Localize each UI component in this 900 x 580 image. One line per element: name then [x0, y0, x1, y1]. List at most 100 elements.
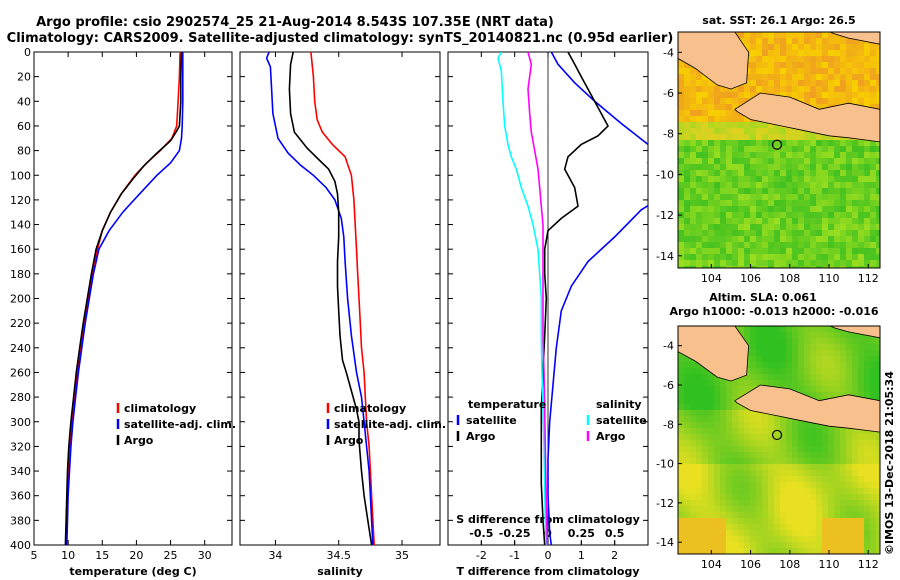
- sst_map-cell: [756, 182, 762, 188]
- sst_map-cell: [702, 218, 708, 224]
- sst_map-cell: [720, 236, 726, 242]
- sst_map-cell: [846, 236, 852, 242]
- sst_map-cell: [732, 104, 738, 110]
- sla_map-cell: [774, 338, 780, 344]
- sst_map-cell: [816, 146, 822, 152]
- sst_map-cell: [870, 158, 876, 164]
- sla_map-cell: [858, 488, 864, 494]
- sst_map-ytick-label: -4: [663, 46, 674, 59]
- sst_map-cell: [786, 134, 792, 140]
- sst_map-cell: [762, 140, 768, 146]
- sst_map-cell: [840, 182, 846, 188]
- sla_map-cell: [816, 452, 822, 458]
- sla_map-cell: [852, 518, 858, 524]
- sst_map-cell: [708, 242, 714, 248]
- sla_map-cell: [828, 542, 834, 548]
- sla_map-cell: [822, 518, 828, 524]
- sst_map-cell: [864, 194, 870, 200]
- sst_map-cell: [816, 86, 822, 92]
- sla_map-cell: [720, 470, 726, 476]
- sst_map-cell: [738, 170, 744, 176]
- sla_map-cell: [768, 512, 774, 518]
- sst_map-cell: [744, 140, 750, 146]
- sst_map-cell: [852, 242, 858, 248]
- sla_map-cell: [822, 368, 828, 374]
- sst_map-cell: [708, 170, 714, 176]
- sst_map-cell: [756, 128, 762, 134]
- sst_map-cell: [702, 146, 708, 152]
- sla_map-cell: [744, 326, 750, 332]
- sla_map-cell: [810, 368, 816, 374]
- sla_map-cell: [810, 428, 816, 434]
- sla_map-cell: [804, 488, 810, 494]
- sla_map-cell: [810, 374, 816, 380]
- sst_map-cell: [762, 212, 768, 218]
- sst_map-cell: [678, 260, 684, 266]
- sla_map-cell: [792, 536, 798, 542]
- sla_map-cell: [852, 488, 858, 494]
- sst_map-cell: [798, 50, 804, 56]
- sst_map-cell: [846, 248, 852, 254]
- sla_map-cell: [738, 476, 744, 482]
- sst_map-cell: [690, 206, 696, 212]
- sla_map-cell: [876, 476, 880, 482]
- sla_map-cell: [840, 548, 846, 554]
- sst_map-cell: [828, 182, 834, 188]
- sst_map-cell: [846, 80, 852, 86]
- sla_map-cell: [804, 446, 810, 452]
- sst_map-cell: [678, 248, 684, 254]
- sla_map-cell: [714, 410, 720, 416]
- sla_map-cell: [798, 518, 804, 524]
- sst_map-cell: [828, 242, 834, 248]
- sla_map-cell: [804, 542, 810, 548]
- sla_map-cell: [708, 458, 714, 464]
- sla_map-cell: [852, 368, 858, 374]
- sst_map-cell: [840, 62, 846, 68]
- sst_map-cell: [744, 176, 750, 182]
- sst_map-cell: [846, 44, 852, 50]
- sla_map-cell: [774, 416, 780, 422]
- sst_map-cell: [822, 86, 828, 92]
- sst_map-cell: [768, 242, 774, 248]
- sla_map-cell: [678, 428, 684, 434]
- sst_map-cell: [834, 38, 840, 44]
- sla_map-cell: [762, 338, 768, 344]
- sla_map-cell: [726, 404, 732, 410]
- sla_map-cell: [768, 494, 774, 500]
- sst_map-cell: [774, 260, 780, 266]
- depth-tick-label: 220: [10, 317, 31, 330]
- sla_map-cell: [726, 488, 732, 494]
- sla_map-cell: [762, 524, 768, 530]
- sst_map-cell: [852, 206, 858, 212]
- sla_map-cell: [864, 392, 870, 398]
- sla_map-cell: [798, 350, 804, 356]
- sla_map-cell: [750, 476, 756, 482]
- sst_map-cell: [744, 98, 750, 104]
- sla_map-cell: [822, 482, 828, 488]
- sst_map-cell: [690, 86, 696, 92]
- sla_map-cell: [738, 464, 744, 470]
- sla_map-cell: [684, 536, 690, 542]
- sla_map-cell: [690, 362, 696, 368]
- sla_map-cell: [750, 458, 756, 464]
- sla_map-cell: [690, 410, 696, 416]
- sst_map-cell: [810, 182, 816, 188]
- sla_map-cell: [798, 470, 804, 476]
- sla_map-cell: [738, 500, 744, 506]
- sla_map-cell: [774, 356, 780, 362]
- sst_map-cell: [816, 98, 822, 104]
- sst_map-cell: [804, 92, 810, 98]
- sst_map-cell: [690, 146, 696, 152]
- sla_map-cell: [756, 362, 762, 368]
- sst_map-cell: [720, 224, 726, 230]
- sst_map-cell: [810, 86, 816, 92]
- sst_map-cell: [792, 176, 798, 182]
- sst_map-cell: [768, 170, 774, 176]
- sst_map-cell: [876, 164, 880, 170]
- sla_map-cell: [816, 512, 822, 518]
- sst_map-cell: [702, 206, 708, 212]
- sst_map-cell: [714, 170, 720, 176]
- sst_map-cell: [780, 188, 786, 194]
- sst_map-cell: [858, 224, 864, 230]
- sla_map-cell: [690, 398, 696, 404]
